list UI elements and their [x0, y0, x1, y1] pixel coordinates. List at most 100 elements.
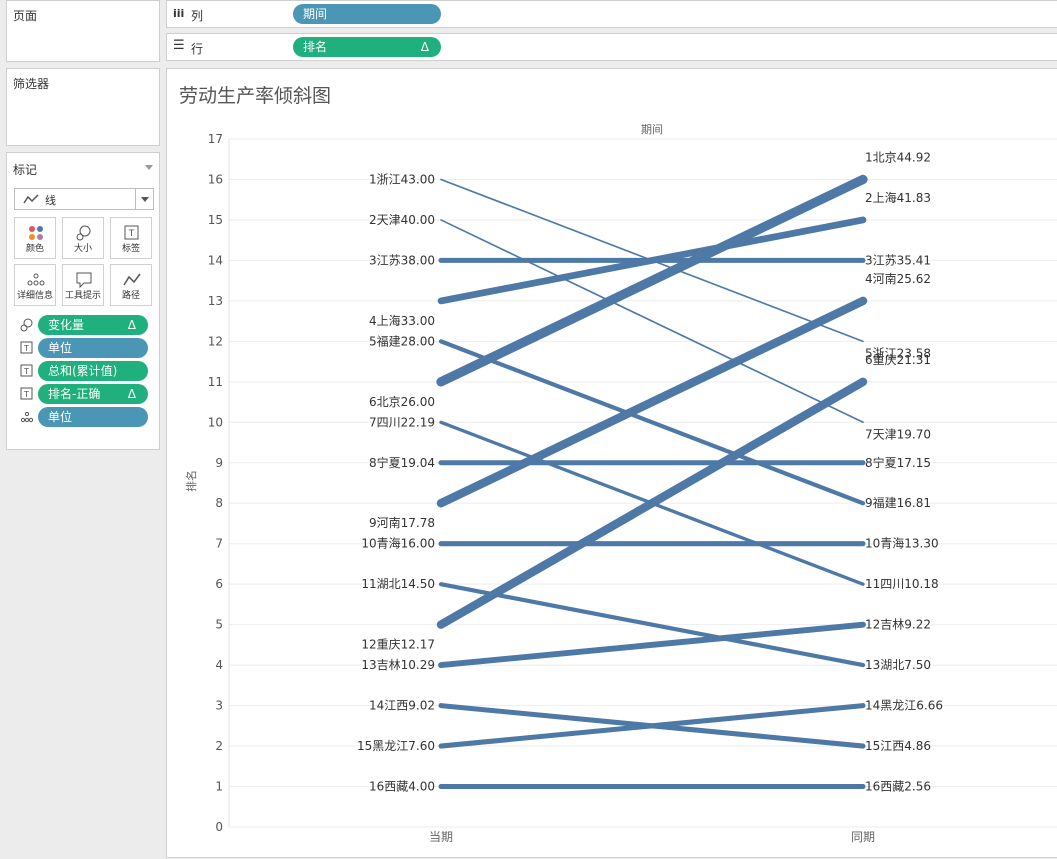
data-label: 14江西9.02 [369, 699, 435, 713]
pages-card[interactable]: 页面 [6, 0, 160, 62]
y-tick-label: 1 [215, 780, 223, 794]
data-label: 13湖北7.50 [865, 657, 931, 672]
rows-shelf-label: 行 [191, 42, 204, 56]
mark-pill[interactable]: 总和(累计值) [38, 361, 148, 381]
mark-pill-label: 单位 [48, 341, 73, 355]
chevron-down-icon[interactable] [135, 189, 153, 209]
columns-shelf-label: 列 [191, 9, 204, 23]
label-icon: T [122, 224, 142, 242]
detail-button[interactable]: 详细信息 [14, 264, 56, 306]
y-tick-label: 10 [208, 415, 223, 429]
data-label: 11四川10.18 [865, 577, 939, 591]
y-tick-label: 9 [215, 456, 223, 470]
series-line [438, 339, 866, 506]
series-line [440, 219, 864, 424]
y-tick-label: 11 [208, 375, 223, 389]
mark-pill[interactable]: 变化量 Δ [38, 315, 148, 335]
mark-pill[interactable]: 单位 [38, 338, 148, 358]
data-label: 8宁夏17.15 [865, 455, 931, 470]
mark-pill-label: 总和(累计值) [48, 364, 118, 378]
mark-pill-label: 变化量 [48, 318, 85, 332]
size-button[interactable]: 大小 [62, 217, 104, 259]
data-label: 16西藏4.00 [369, 780, 435, 794]
mark-pill-row[interactable]: T 排名-正确 Δ [14, 384, 159, 404]
marks-title: 标记 [13, 163, 38, 177]
mark-pill-row[interactable]: T 总和(累计值) [14, 361, 159, 381]
text-icon: T [20, 341, 34, 355]
size-button-label: 大小 [73, 244, 92, 254]
x-tick-label: 同期 [851, 830, 875, 844]
data-label: 13吉林10.29 [361, 658, 435, 672]
label-button[interactable]: T 标签 [110, 217, 152, 259]
y-tick-label: 6 [215, 577, 223, 591]
y-axis-label: 排名 [184, 470, 198, 492]
mark-pill[interactable]: 单位 [38, 407, 148, 427]
rows-shelf[interactable]: ☰ 行 排名 Δ [166, 33, 1057, 61]
data-label: 7四川22.19 [369, 415, 435, 429]
y-tick-label: 0 [215, 820, 223, 834]
columns-shelf[interactable]: iii 列 期间 [166, 0, 1057, 28]
path-icon [122, 271, 142, 289]
filters-title: 筛选器 [13, 77, 50, 91]
series-line [437, 216, 867, 305]
y-tick-label: 5 [215, 618, 223, 632]
x-tick-label: 当期 [429, 830, 453, 844]
mark-pill-label: 排名-正确 [48, 387, 101, 401]
series-line [436, 377, 868, 629]
mark-type-label: 线 [45, 194, 56, 207]
data-label: 10青海13.30 [865, 536, 939, 551]
rows-pill[interactable]: 排名 Δ [293, 37, 441, 57]
data-label: 6北京26.00 [369, 395, 435, 409]
filters-card[interactable]: 筛选器 [6, 68, 160, 146]
data-label: 3江苏38.00 [369, 253, 435, 267]
path-button-label: 路径 [121, 291, 140, 301]
y-tick-label: 13 [208, 294, 223, 308]
tooltip-button[interactable]: 工具提示 [62, 264, 104, 306]
data-label: 15黑龙江7.60 [357, 739, 435, 753]
column-header: 期间 [641, 123, 663, 136]
y-tick-label: 3 [215, 699, 223, 713]
data-label: 4上海33.00 [369, 313, 435, 328]
delta-icon: Δ [127, 318, 136, 332]
marks-card: 标记 线 颜色 大小 T 标签 详细信息 工具提示 [6, 152, 160, 450]
pages-title: 页面 [13, 9, 38, 23]
columns-pill-label: 期间 [303, 7, 328, 21]
mark-pill-row[interactable]: 单位 [14, 407, 159, 427]
data-label: 6重庆21.31 [865, 353, 931, 367]
series-line [438, 621, 866, 669]
data-label: 4河南25.62 [865, 271, 931, 286]
data-label: 1浙江43.00 [369, 172, 435, 186]
data-label: 5福建28.00 [369, 333, 435, 348]
data-label: 12重庆12.17 [361, 638, 435, 652]
y-tick-label: 8 [215, 496, 223, 510]
mark-pill[interactable]: 排名-正确 Δ [38, 384, 148, 404]
mark-pill-row[interactable]: T 单位 [14, 338, 159, 358]
color-button-label: 颜色 [25, 244, 44, 254]
series-line [438, 582, 866, 668]
svg-text:T: T [23, 344, 29, 353]
y-tick-label: 17 [208, 132, 223, 146]
svg-text:T: T [128, 229, 135, 239]
data-label: 9河南17.78 [369, 515, 435, 530]
data-label: 15江西4.86 [865, 739, 931, 753]
path-button[interactable]: 路径 [110, 264, 152, 306]
data-label: 12吉林9.22 [865, 618, 931, 632]
data-label: 8宁夏19.04 [369, 455, 435, 470]
data-label: 10青海16.00 [361, 536, 435, 551]
data-label: 9福建16.81 [865, 495, 931, 510]
mark-type-dropdown[interactable]: 线 [14, 188, 154, 210]
tooltip-button-label: 工具提示 [64, 291, 101, 301]
series-line [436, 296, 868, 508]
y-tick-label: 16 [208, 172, 223, 186]
columns-pill[interactable]: 期间 [293, 4, 441, 24]
data-label: 2天津40.00 [369, 213, 435, 227]
mark-pill-row[interactable]: 变化量 Δ [14, 315, 159, 335]
color-button[interactable]: 颜色 [14, 217, 56, 259]
svg-text:T: T [23, 390, 29, 399]
delta-icon: Δ [420, 40, 429, 54]
data-label: 14黑龙江6.66 [865, 699, 943, 713]
tooltip-icon [74, 271, 94, 289]
columns-icon: iii [173, 7, 185, 20]
marks-menu-caret-icon[interactable] [145, 165, 153, 170]
size-icon [20, 318, 34, 332]
